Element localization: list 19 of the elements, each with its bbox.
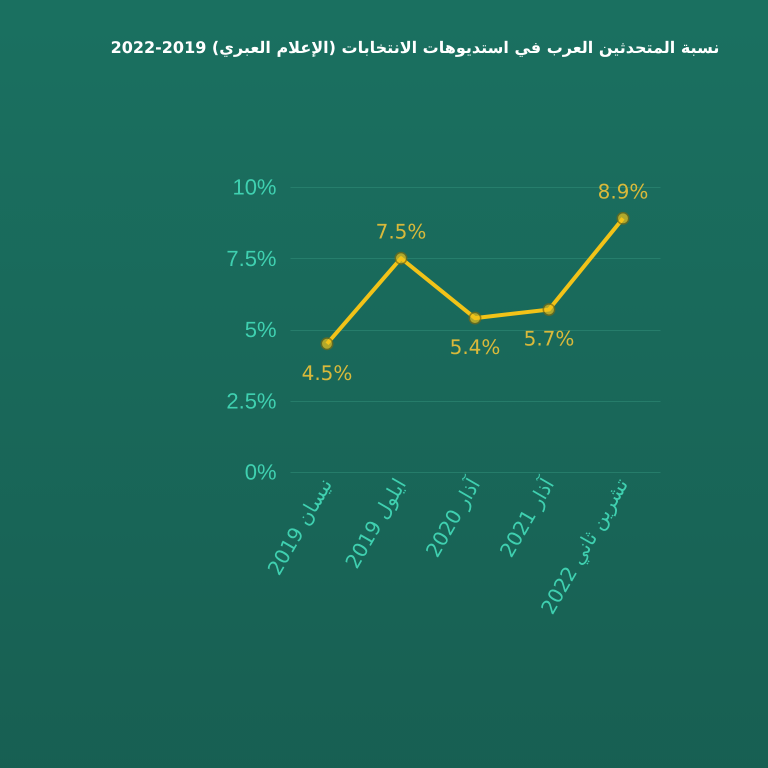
data-label: 7.5% [376,219,426,244]
chart-title: نسبة المتحدثين العرب في استديوهات الانتخابات (الإعلام العبري) 2019-2022 [110,38,720,57]
point [616,212,630,225]
point [468,312,482,325]
point [394,252,408,265]
y-tick-label: 10% [232,174,276,200]
data-label: 5.4% [450,335,500,360]
y-tick-label: 2.5% [226,388,276,414]
y-tick-label: 5% [244,317,276,342]
point [542,303,556,316]
x-tick-label: 2021 آذار [494,472,560,562]
data-label: 4.5% [302,360,352,385]
x-tick-label: 2019 ايلول [340,474,412,572]
data-label: 8.9% [598,179,648,204]
point [320,337,334,350]
data-label: 5.7% [524,326,574,351]
y-tick-label: 0% [244,460,276,484]
x-tick-label: 2020 آذار [420,472,486,562]
y-tick-label: 7.5% [226,246,276,271]
